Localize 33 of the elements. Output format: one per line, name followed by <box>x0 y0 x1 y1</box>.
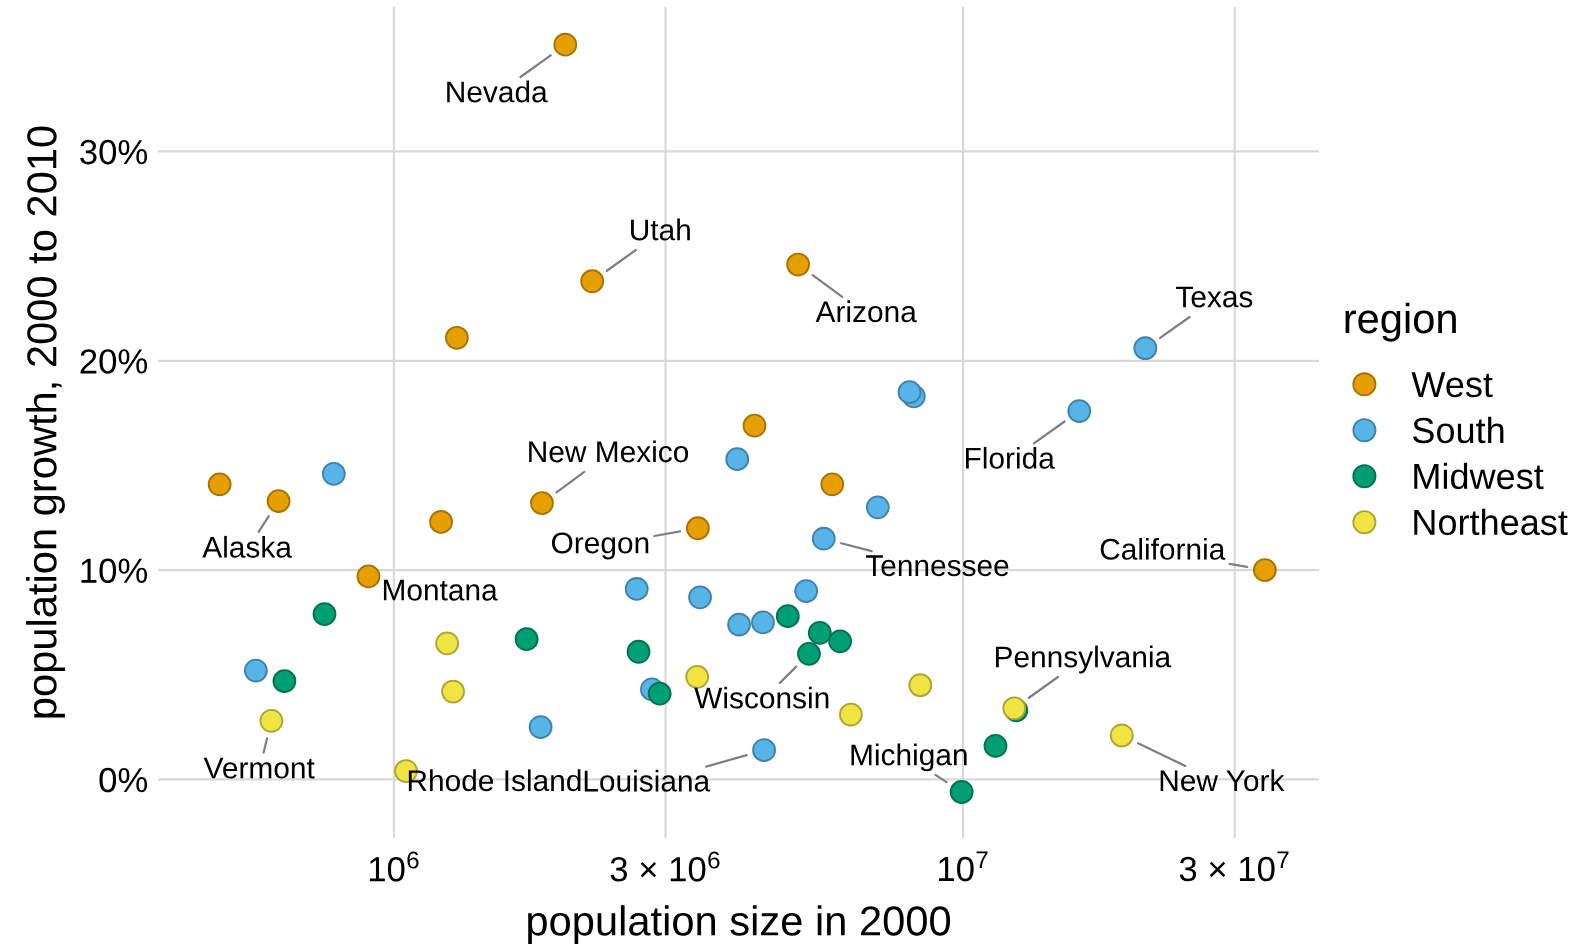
x-tick-label: 3 × 10$^{6}$ <box>610 851 720 882</box>
y-tick-label: 10% <box>81 558 148 584</box>
annotation: California <box>1100 537 1226 560</box>
annotation: Montana <box>383 579 498 601</box>
x-tick-label: 3 × 10$^{7}$ <box>1179 851 1289 882</box>
annotation: Wisconsin <box>694 686 829 709</box>
annotation: Vermont <box>203 757 315 779</box>
legend-label: South <box>1412 416 1504 444</box>
annotation: Nevada <box>447 80 548 103</box>
annotation: Alaska <box>202 535 292 558</box>
annotation: Utah <box>631 218 690 241</box>
x-tick-label: 10$^{7}$ <box>939 851 988 882</box>
annotation: Louisiana <box>584 769 711 792</box>
y-tick-label: 0% <box>99 767 148 793</box>
annotation: Tennessee <box>865 555 1009 577</box>
legend-label: Midwest <box>1414 462 1544 490</box>
annotation: Florida <box>966 446 1055 469</box>
annotation: Arizona <box>815 300 917 323</box>
x-axis-title: population size in 2000 <box>528 905 951 944</box>
annotation: Texas <box>1176 286 1253 308</box>
annotation: Michigan <box>851 743 967 772</box>
y-tick-label: 30% <box>80 139 148 165</box>
legend-label: West <box>1411 372 1493 398</box>
y-axis-title: population growth, 2000 to 2010 <box>26 126 65 718</box>
legend-title: region <box>1345 302 1456 342</box>
legend-label: Northeast <box>1414 508 1568 536</box>
annotation: New Mexico <box>529 440 689 463</box>
y-tick-label: 20% <box>80 349 148 374</box>
annotation: New York <box>1160 769 1285 792</box>
annotation: Rhode Island <box>408 769 581 792</box>
annotation: Oregon <box>551 532 649 560</box>
x-tick-label: 10$^{6}$ <box>369 851 419 882</box>
annotation: Pennsylvania <box>995 645 1172 674</box>
